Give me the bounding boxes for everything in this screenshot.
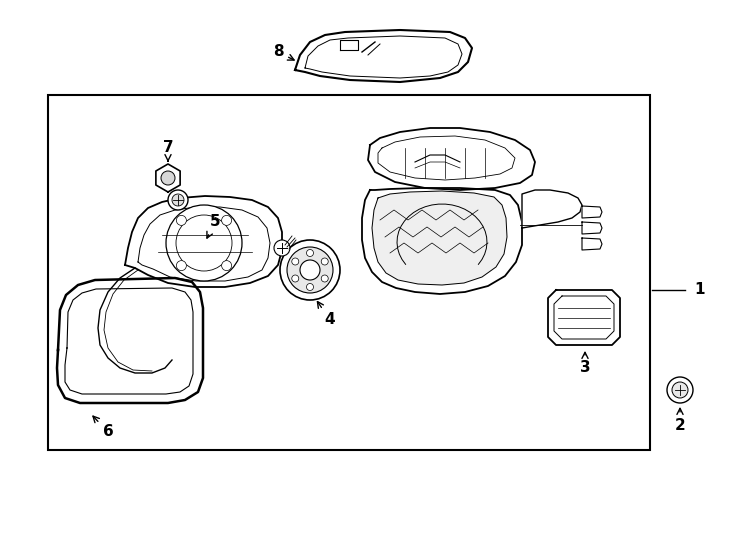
- Text: 4: 4: [317, 301, 335, 327]
- Text: 1: 1: [695, 282, 705, 298]
- Circle shape: [321, 258, 328, 265]
- Polygon shape: [372, 191, 507, 285]
- Circle shape: [292, 275, 299, 282]
- Text: 8: 8: [273, 44, 294, 60]
- Circle shape: [176, 261, 186, 271]
- Circle shape: [307, 249, 313, 256]
- Circle shape: [292, 258, 299, 265]
- Polygon shape: [362, 188, 522, 294]
- Circle shape: [172, 194, 184, 206]
- Circle shape: [667, 377, 693, 403]
- Polygon shape: [582, 222, 602, 234]
- Polygon shape: [522, 190, 582, 228]
- Circle shape: [166, 205, 242, 281]
- Circle shape: [222, 261, 232, 271]
- Circle shape: [168, 190, 188, 210]
- Circle shape: [280, 240, 340, 300]
- Circle shape: [222, 215, 232, 225]
- Text: 5: 5: [207, 214, 220, 238]
- Circle shape: [287, 247, 333, 293]
- Polygon shape: [57, 278, 203, 403]
- Circle shape: [307, 284, 313, 291]
- Polygon shape: [548, 290, 620, 345]
- Text: 7: 7: [163, 140, 173, 161]
- Circle shape: [321, 275, 328, 282]
- Circle shape: [300, 260, 320, 280]
- Polygon shape: [368, 128, 535, 190]
- Text: 6: 6: [93, 416, 113, 440]
- Circle shape: [161, 171, 175, 185]
- Circle shape: [176, 215, 186, 225]
- Polygon shape: [582, 238, 602, 250]
- Bar: [48, 95, 650, 450]
- Polygon shape: [156, 164, 180, 192]
- Polygon shape: [125, 196, 282, 287]
- Circle shape: [672, 382, 688, 398]
- Polygon shape: [295, 30, 472, 82]
- Text: 3: 3: [580, 352, 590, 375]
- Circle shape: [274, 240, 290, 256]
- Polygon shape: [582, 206, 602, 218]
- Text: 2: 2: [675, 408, 686, 433]
